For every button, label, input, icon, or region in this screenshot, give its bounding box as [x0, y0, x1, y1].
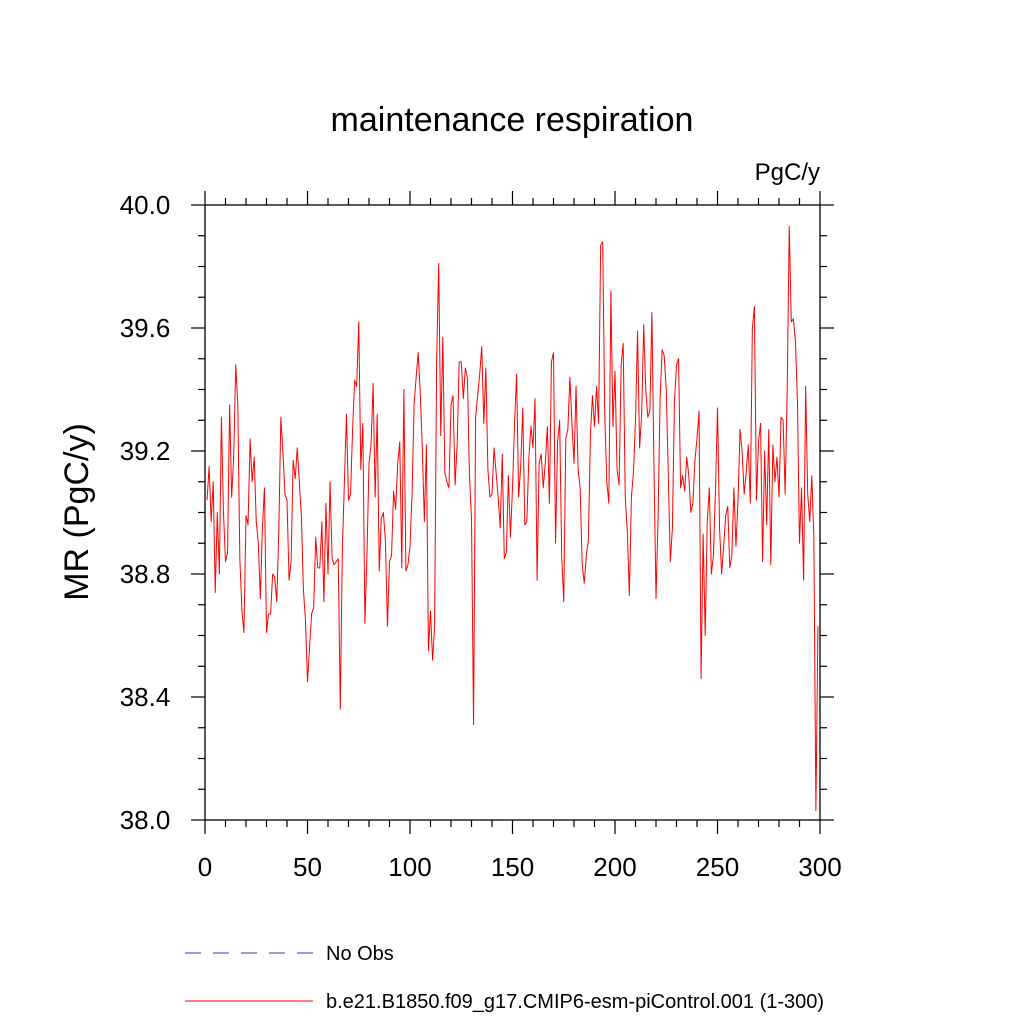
- y-axis-label: MR (PgC/y): [58, 423, 96, 601]
- y-tick-label: 39.6: [120, 313, 171, 343]
- y-tick-label: 38.8: [120, 559, 171, 589]
- series-line-piControl: [206, 226, 819, 812]
- legend-label-piControl: b.e21.B1850.f09_g17.CMIP6-esm-piControl.…: [326, 991, 824, 1013]
- y-tick-label: 39.2: [120, 436, 171, 466]
- x-tick-labels: 0 50 100 150 200 250 300: [198, 852, 842, 882]
- x-tick-label: 150: [491, 852, 534, 882]
- y-tick-labels: 38.0 38.4 38.8 39.2 39.6 40.0: [120, 190, 171, 835]
- x-tick-label: 50: [293, 852, 322, 882]
- legend: No Obs b.e21.B1850.f09_g17.CMIP6-esm-piC…: [185, 943, 824, 1013]
- chart-title: maintenance respiration: [331, 101, 694, 139]
- legend-label-no-obs: No Obs: [326, 943, 394, 965]
- axis-ticks: [191, 191, 834, 834]
- y-tick-label: 38.4: [120, 682, 171, 712]
- x-tick-label: 0: [198, 852, 212, 882]
- x-tick-label: 250: [696, 852, 739, 882]
- x-tick-label: 300: [798, 852, 841, 882]
- units-label: PgC/y: [755, 159, 820, 186]
- y-tick-label: 38.0: [120, 805, 171, 835]
- x-tick-label: 200: [593, 852, 636, 882]
- y-tick-label: 40.0: [120, 190, 171, 220]
- x-tick-label: 100: [388, 852, 431, 882]
